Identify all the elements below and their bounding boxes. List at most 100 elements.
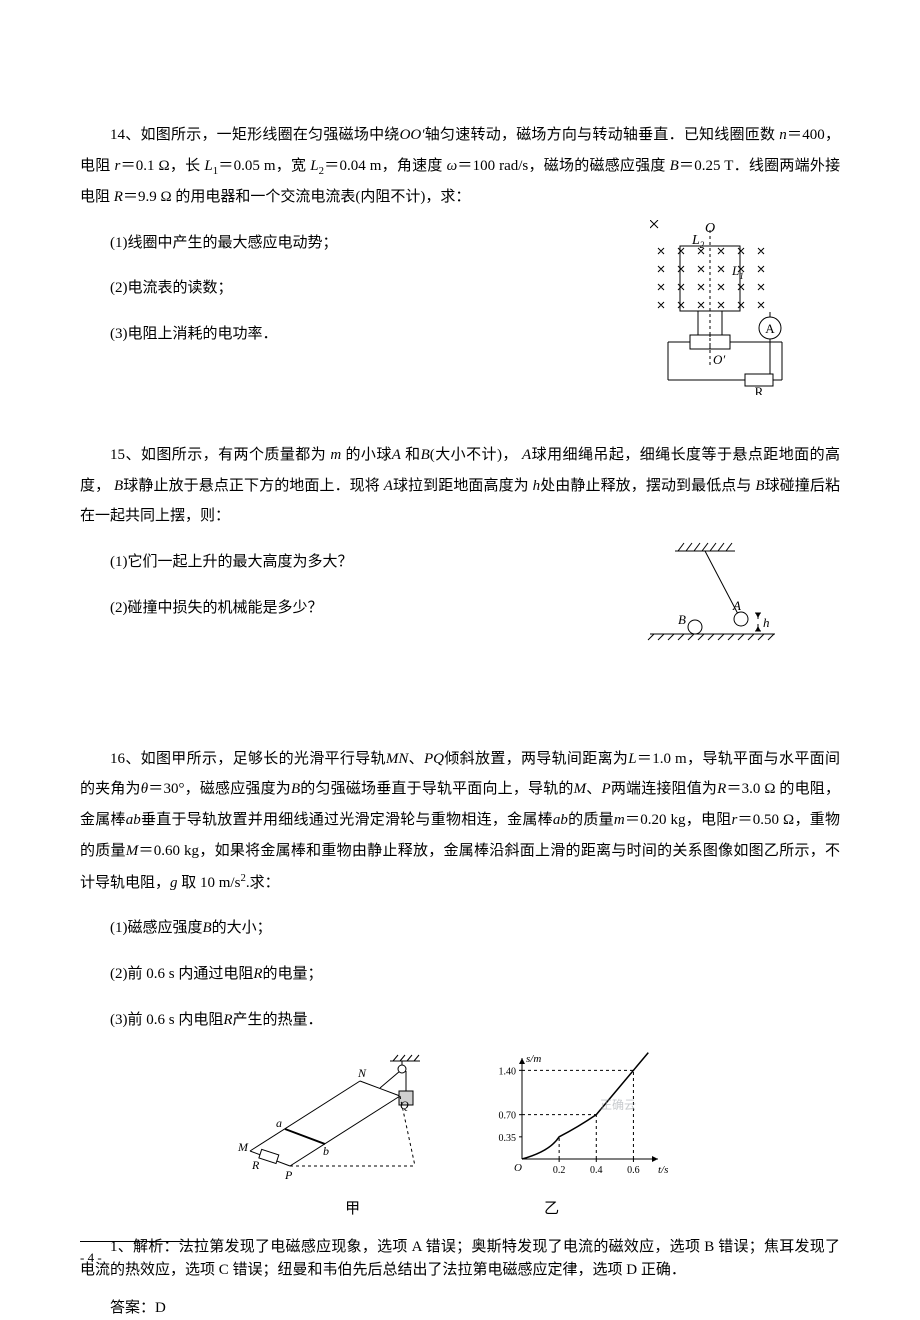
q16-graph: 0.350.701.400.20.40.6s/mt/sO bbox=[480, 1051, 680, 1181]
q14-figure: O L2 bbox=[650, 220, 800, 400]
q16-body: 16、如图甲所示，足够长的光滑平行导轨MN、PQ倾斜放置，两导轨间距离为L＝1.… bbox=[80, 744, 840, 899]
t: ＝0.05 m，宽 bbox=[218, 158, 306, 174]
B2: B bbox=[203, 920, 212, 936]
L1s: 1 bbox=[739, 271, 744, 281]
svg-text:0.6: 0.6 bbox=[627, 1165, 640, 1176]
Oprime-label: O′ bbox=[713, 352, 725, 367]
m: m bbox=[330, 447, 341, 463]
q14-s3: (3)电阻上消耗的电功率． bbox=[80, 319, 521, 350]
svg-text:1.40: 1.40 bbox=[499, 1066, 517, 1077]
q16-s1: (1)磁感应强度B的大小； bbox=[80, 913, 840, 944]
w: ω bbox=[447, 158, 458, 174]
t: 的质量 bbox=[568, 812, 614, 828]
Nl: N bbox=[357, 1066, 367, 1080]
A: A bbox=[392, 447, 401, 463]
R-label: R bbox=[755, 384, 764, 395]
Mcap: M bbox=[126, 843, 139, 859]
R2: R bbox=[253, 966, 262, 982]
A2: A bbox=[522, 447, 531, 463]
svg-text:O: O bbox=[514, 1162, 522, 1174]
t: 的小球 bbox=[345, 447, 391, 463]
B: B bbox=[670, 158, 679, 174]
q15-figure: A B h bbox=[640, 539, 780, 649]
R: R bbox=[114, 189, 123, 205]
q15-s2: (2)碰撞中损失的机械能是多少？ bbox=[80, 593, 521, 624]
q15-num: 15、 bbox=[110, 447, 141, 463]
M: M bbox=[574, 781, 587, 797]
MN: MN bbox=[386, 751, 409, 767]
t: ＝30°，磁感应强度为 bbox=[148, 781, 291, 797]
q15: 15、如图所示，有两个质量都为 m 的小球A 和B(大小不计)， A球用细绳吊起… bbox=[80, 440, 840, 624]
Pl: P bbox=[284, 1168, 293, 1181]
svg-text:0.70: 0.70 bbox=[499, 1110, 517, 1121]
L2: L bbox=[310, 158, 318, 174]
t: 轴匀速转动，磁场方向与转动轴垂直．已知线圈匝数 bbox=[425, 127, 776, 143]
al: a bbox=[276, 1116, 282, 1130]
A3: A bbox=[384, 478, 393, 494]
svg-text:L2: L2 bbox=[691, 233, 705, 250]
O-label: O bbox=[705, 221, 715, 236]
PQ: PQ bbox=[424, 751, 444, 767]
svg-text:s/m: s/m bbox=[526, 1053, 541, 1065]
t: 如图甲所示，足够长的光滑平行导轨 bbox=[141, 751, 386, 767]
t: 解析：法拉第发现了电磁感应现象，选项 A 错误；奥斯特发现了电流的磁效应，选项 … bbox=[80, 1239, 840, 1278]
ab: ab bbox=[126, 812, 141, 828]
hlab: h bbox=[763, 615, 770, 630]
Blab: B bbox=[678, 612, 686, 627]
svg-text:t/s: t/s bbox=[658, 1164, 668, 1176]
t: (3)前 0.6 s 内电阻 bbox=[110, 1012, 223, 1028]
ab2: ab bbox=[553, 812, 568, 828]
svg-text:0.35: 0.35 bbox=[499, 1132, 517, 1143]
q16-s3: (3)前 0.6 s 内电阻R产生的热量． bbox=[80, 1005, 840, 1036]
footer-rule bbox=[80, 1241, 200, 1242]
page-number: - 4 - bbox=[80, 1250, 102, 1266]
q15-body: 15、如图所示，有两个质量都为 m 的小球A 和B(大小不计)， A球用细绳吊起… bbox=[80, 440, 840, 532]
cap-b: 乙 bbox=[445, 1191, 658, 1219]
h: h bbox=[533, 478, 541, 494]
t: 球拉到距地面高度为 bbox=[393, 478, 529, 494]
q16-captions: 甲 乙 bbox=[260, 1189, 660, 1221]
t: 的匀强磁场垂直于导轨平面向上，导轨的 bbox=[300, 781, 573, 797]
t: .求： bbox=[246, 875, 280, 891]
Rl: R bbox=[251, 1158, 260, 1172]
n: n bbox=[779, 127, 787, 143]
Alab: A bbox=[732, 598, 741, 613]
A-label: A bbox=[765, 321, 775, 336]
t: (2)前 0.6 s 内通过电阻 bbox=[110, 966, 253, 982]
L: L bbox=[628, 751, 636, 767]
t: ＝0.1 Ω，长 bbox=[120, 158, 200, 174]
q14: 14、如图所示，一矩形线圈在匀强磁场中绕OO′轴匀速转动，磁场方向与转动轴垂直．… bbox=[80, 120, 840, 350]
t: 两端连接阻值为 bbox=[611, 781, 717, 797]
t: 垂直于导轨放置并用细线通过光滑定滑轮与重物相连，金属棒 bbox=[141, 812, 553, 828]
R3: R bbox=[223, 1012, 232, 1028]
t: 产生的热量． bbox=[233, 1012, 323, 1028]
t: 和 bbox=[405, 447, 420, 463]
q14-s2: (2)电流表的读数； bbox=[80, 273, 521, 304]
B: B bbox=[291, 781, 300, 797]
q16-num: 16、 bbox=[110, 751, 141, 767]
L1l: L bbox=[731, 263, 739, 278]
ans1: 1、解析：法拉第发现了电磁感应现象，选项 A 错误；奥斯特发现了电流的磁效应，选… bbox=[80, 1236, 840, 1320]
q14-num: 14、 bbox=[110, 127, 140, 143]
g: g bbox=[170, 875, 178, 891]
t: 、 bbox=[408, 751, 424, 767]
ans1-body: 1、解析：法拉第发现了电磁感应现象，选项 A 错误；奥斯特发现了电流的磁效应，选… bbox=[80, 1236, 840, 1283]
t: 处由静止释放，摆动到最低点与 bbox=[540, 478, 751, 494]
t: 如图所示，一矩形线圈在匀强磁场中绕 bbox=[140, 127, 399, 143]
th: θ bbox=[141, 781, 148, 797]
svg-text:0.2: 0.2 bbox=[553, 1165, 566, 1176]
t: 球静止放于悬点正下方的地面上．现将 bbox=[123, 478, 380, 494]
t: 的电量； bbox=[263, 966, 323, 982]
q16-figures: N Q M P R a b 0.350.701.400.20.40.6s/mt/… bbox=[230, 1051, 690, 1181]
Ql: Q bbox=[400, 1098, 409, 1112]
t2: 、 bbox=[586, 781, 601, 797]
m: m bbox=[614, 812, 625, 828]
B: B bbox=[421, 447, 430, 463]
P: P bbox=[601, 781, 610, 797]
R: R bbox=[717, 781, 726, 797]
t: 的大小； bbox=[212, 920, 272, 936]
t: (大小不计)， bbox=[430, 447, 518, 463]
q15-s1: (1)它们一起上升的最大高度为多大？ bbox=[80, 547, 521, 578]
t: 倾斜放置，两导轨间距离为 bbox=[444, 751, 628, 767]
L1: L bbox=[204, 158, 212, 174]
